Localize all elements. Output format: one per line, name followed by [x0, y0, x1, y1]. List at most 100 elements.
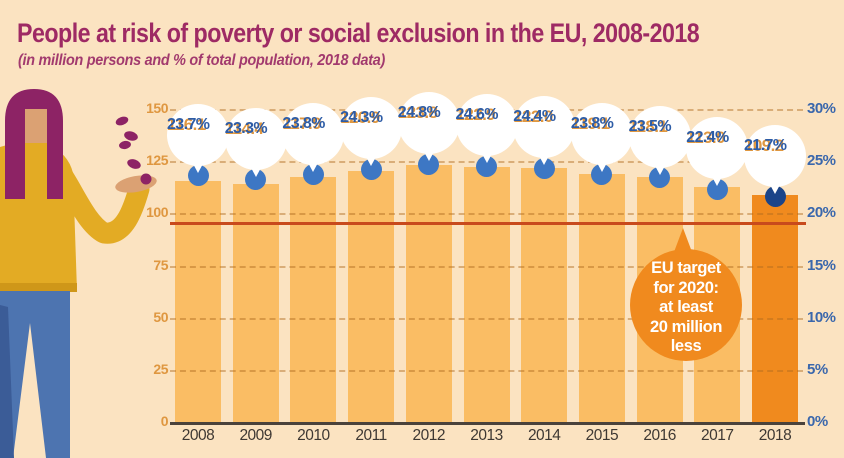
percent-value: 21.7% — [744, 136, 787, 154]
right-axis-tick-label: 0% — [807, 413, 828, 430]
eu-target-text-line: 20 million — [649, 317, 723, 336]
millions-value: 116.1 — [167, 114, 206, 134]
collar-shape — [24, 143, 48, 155]
value-bubble-tail — [421, 148, 436, 162]
percent-value: 23.5% — [628, 117, 672, 135]
value-bubble-circle — [455, 94, 518, 157]
bar-2011 — [348, 170, 395, 423]
year-label-2009: 2009 — [239, 427, 272, 444]
value-bubble-tail — [306, 158, 321, 172]
bar-2018 — [752, 195, 798, 423]
bar-2012 — [405, 164, 452, 423]
pants-shape — [0, 291, 70, 458]
value-bubble-tail — [364, 153, 379, 167]
eu-target-text-line: less — [670, 337, 702, 355]
percent-value: 23.8% — [282, 114, 325, 132]
coin-icon — [119, 140, 131, 150]
right-axis-tick-label: 30% — [807, 100, 836, 117]
pants-shade-shape — [0, 305, 14, 458]
coin-icon — [140, 173, 152, 185]
left-axis-tick-label: 0 — [160, 413, 169, 429]
right-axis-tick-label: 5% — [807, 360, 828, 378]
sweater-hem — [0, 283, 77, 292]
eu-target-bubble-tail — [674, 228, 692, 252]
year-label-2012: 2012 — [412, 427, 446, 444]
value-bubble-circle — [224, 107, 287, 170]
bar-2010 — [290, 176, 337, 423]
bar-2008 — [175, 180, 221, 423]
left-axis-tick-label: 100 — [146, 204, 168, 221]
value-bubble-2016: 118.1 23.5% — [628, 105, 691, 182]
page-subtitle: (in million persons and % of total popul… — [18, 52, 386, 69]
eu-target-text: EU target for 2020: at least 20 million less — [630, 259, 742, 357]
bar-2014 — [521, 168, 568, 423]
arm-shape — [47, 158, 150, 244]
value-bubble-2009: 114.4 23.3% — [224, 107, 287, 184]
left-axis-tick-label: 50 — [153, 308, 168, 325]
value-bubble-circle — [686, 117, 749, 180]
millions-value: 120.9 — [340, 108, 380, 128]
year-label-2011: 2011 — [355, 427, 387, 444]
value-bubble-circle — [397, 92, 460, 155]
value-bubble-tail — [479, 150, 494, 164]
percent-value: 23.7% — [167, 115, 210, 133]
gridline-75 — [170, 265, 803, 268]
year-label-2016: 2016 — [643, 427, 676, 444]
gridline-100 — [170, 213, 803, 216]
eu-target-text-line: for 2020: — [653, 278, 719, 297]
year-label-2014: 2014 — [527, 427, 561, 444]
value-bubble-circle — [744, 124, 806, 187]
value-bubble-2010: 117.9 23.8% — [282, 102, 345, 179]
coin-icon — [127, 159, 141, 169]
x-axis-line — [170, 421, 805, 425]
millions-value: 123.8 — [397, 103, 438, 123]
bar-2009 — [232, 184, 279, 423]
left-axis-tick-label: 125 — [146, 152, 168, 169]
target-line — [170, 221, 806, 225]
eu-target-text-line: at least — [659, 298, 713, 316]
coin-icon — [115, 116, 129, 126]
left-axis-tick-label: 150 — [146, 100, 168, 116]
value-bubble-circle — [340, 97, 403, 160]
left-axis-tick-label: 75 — [153, 256, 168, 273]
year-label-2017: 2017 — [701, 427, 734, 444]
page-title: People at risk of poverty or social excl… — [17, 18, 700, 48]
value-bubble-circle — [513, 96, 576, 159]
face-shape — [20, 98, 53, 151]
value-bubble-tail — [248, 163, 263, 177]
value-bubble-2014: 122.0 24.4% — [513, 96, 576, 172]
millions-value: 119.1 — [570, 113, 610, 133]
right-axis-tick-label: 10% — [807, 308, 836, 326]
value-bubble-tail — [191, 159, 205, 173]
eu-target-bubble: EU target for 2020: at least 20 million less — [630, 228, 742, 361]
millions-value: 122.0 — [513, 107, 553, 127]
right-axis-tick-label: 25% — [807, 152, 836, 170]
millions-value: 122.9 — [455, 105, 496, 125]
percent-value: 24.4% — [513, 108, 556, 126]
right-axis-tick-label: 20% — [807, 204, 836, 222]
value-bubble-2013: 122.9 24.6% — [455, 94, 518, 170]
percent-value: 24.3% — [340, 109, 383, 127]
percent-value: 24.6% — [455, 106, 499, 124]
value-bubble-circle — [167, 103, 229, 166]
value-bubble-tail — [652, 161, 667, 175]
bar-2013 — [463, 166, 510, 423]
value-bubble-2018: 109.2 21.7% — [744, 124, 806, 201]
value-bubble-2012: 123.8 24.8% — [397, 92, 460, 168]
percent-value: 23.8% — [570, 114, 614, 132]
millions-value: 109.2 — [744, 135, 784, 155]
person-illustration — [0, 89, 157, 458]
year-label-2015: 2015 — [585, 427, 619, 444]
percent-value: 22.4% — [686, 129, 729, 147]
eu-target-text-line: EU target — [651, 259, 721, 277]
millions-value: 114.4 — [224, 118, 264, 138]
year-label-2008: 2008 — [181, 427, 215, 444]
value-bubble-tail — [594, 158, 609, 172]
hair-shape — [5, 89, 63, 199]
value-bubble-2017: 113.0 22.4% — [686, 117, 749, 193]
percent-value: 23.3% — [224, 119, 268, 137]
gridline-50 — [170, 317, 803, 320]
bar-2015 — [578, 174, 625, 423]
value-bubble-circle — [570, 102, 633, 165]
